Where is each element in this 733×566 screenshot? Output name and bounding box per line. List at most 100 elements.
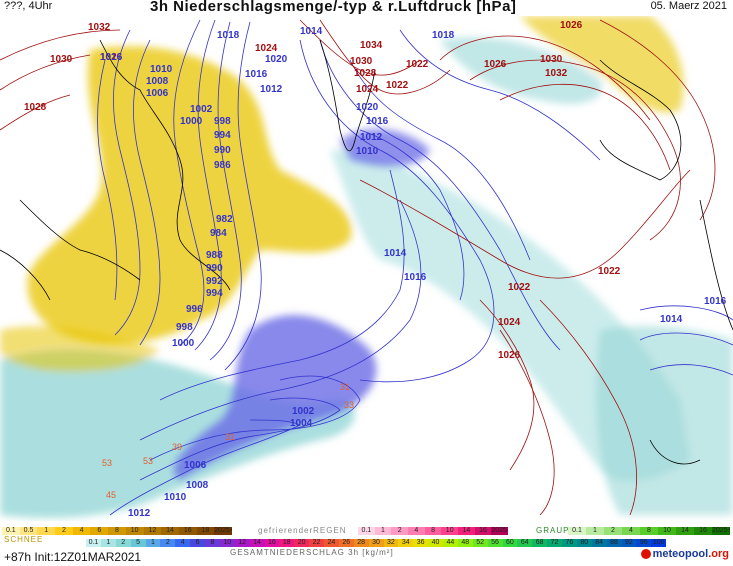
isobar-label: 1002 (292, 406, 315, 417)
snow-area-canada (27, 46, 352, 344)
title-bar: ???, 4Uhr 3h Niederschlagsmenge/-typ & r… (0, 0, 733, 16)
legend-graupel-scale: 0.1 1 2 4 8 10 14 16 2025+ (568, 527, 730, 535)
legend-cell: 16 (178, 527, 197, 535)
snow-area-south (0, 326, 160, 372)
legend-cell: 36 (413, 539, 429, 547)
legend-snow-scale: 0.1 0.5 1 2 4 6 8 10 12 14 16 18 2025+ (2, 527, 232, 535)
logo-suffix: .org (708, 548, 729, 560)
weather-map: 1032103010281018101610241020101410341018… (0, 16, 733, 521)
isobar-label: 1022 (386, 80, 409, 91)
legend-cell: 96 (636, 539, 652, 547)
legend-cell: 2025+ (491, 527, 509, 535)
legend-total-scale: 0.1 1 2 5 1 2 4 6 8 10 12 14 16 18 20 22 24 26 28 30 32 34 36 4… (86, 539, 667, 547)
legend-cell: 2 (55, 527, 73, 535)
logo-dot-icon (640, 549, 651, 560)
isobar-label: 1032 (545, 68, 568, 79)
precip-amount-label: 53 (143, 456, 153, 466)
isobar-label: 1012 (360, 132, 383, 143)
legend-cell: 12 (143, 527, 162, 535)
legend-cell: 4 (72, 527, 91, 535)
precip-fields (0, 16, 733, 518)
isobar-label: 982 (216, 214, 233, 225)
isobars-high (0, 19, 716, 516)
isobar-label: 1020 (356, 102, 379, 113)
isobar-label: 1002 (190, 104, 213, 115)
legend-cell: 22 (309, 539, 324, 547)
legend-cell: 1 (100, 539, 116, 547)
legend-cell: 8 (640, 527, 658, 535)
legend-cell: 2025+ (712, 527, 730, 535)
legend-cell: 4 (408, 527, 425, 535)
legend-cell: 0.1 (2, 527, 20, 535)
legend-cell: 1 (37, 527, 56, 535)
meteopool-logo[interactable]: meteopool.org (640, 548, 729, 560)
isobar-label: 1010 (356, 146, 379, 157)
legend-cell: 6 (90, 527, 109, 535)
forecast-time-label: ???, 4Uhr (4, 0, 53, 12)
legend-cell: 20 (294, 539, 310, 547)
precip-amount-label: 53 (102, 458, 112, 468)
legend-cell: 1 (586, 527, 604, 535)
legend-cell: 100 (651, 539, 667, 547)
precip-amount-label: 45 (106, 490, 116, 500)
isobar-label: 992 (206, 276, 223, 287)
isobar-label: 1006 (184, 460, 207, 471)
isobar-label: 1024 (356, 84, 379, 95)
legend-cell: 76 (562, 539, 577, 547)
isobar-label: 1016 (704, 296, 727, 307)
isobar-label: 1022 (406, 59, 429, 70)
legend-cell: 2 (160, 539, 176, 547)
legend-snow-title: SCHNEE (4, 535, 44, 544)
isobar-label: 1024 (498, 317, 521, 328)
legend-cell: 6 (190, 539, 205, 547)
legend-cell: 10 (125, 527, 144, 535)
isobar-label: 996 (186, 304, 203, 315)
legend-cell: 14 (458, 527, 475, 535)
legend-cell: 80 (576, 539, 592, 547)
isobar-label: 988 (206, 250, 223, 261)
map-title: 3h Niederschlagsmenge/-typ & r.Luftdruck… (150, 0, 517, 15)
isobar-label: 1008 (146, 76, 169, 87)
legend-cell: 88 (606, 539, 622, 547)
legend-cell: 4 (175, 539, 191, 547)
isobar-label: 1026 (498, 350, 521, 361)
isobar-label: 1014 (384, 248, 407, 259)
legend-cell: 18 (279, 539, 295, 547)
precip-labels: 31 53 53 39 31 45 33 (102, 382, 354, 500)
legend-graupel-title: GRAUPEL (536, 526, 582, 535)
legend-cell: 44 (443, 539, 458, 547)
legend-cell: 16 (264, 539, 280, 547)
snow-area-arctic (520, 16, 684, 113)
legend-cell: 0.1 (568, 527, 586, 535)
isobar-label: 1010 (164, 492, 187, 503)
legend-cell: 10 (219, 539, 235, 547)
legend-cell: 68 (532, 539, 548, 547)
legend-cell: 8 (205, 539, 220, 547)
isobar-label: 1008 (186, 480, 209, 491)
legend-cell: 40 (428, 539, 443, 547)
precip-amount-label: 31 (340, 382, 350, 392)
legend-cell: 14 (676, 527, 694, 535)
legend-cell: 26 (338, 539, 354, 547)
isobar-label: 1014 (300, 26, 323, 37)
legend-freezing-title: gefrierenderREGEN (258, 526, 347, 535)
precip-amount-label: 31 (225, 432, 235, 442)
legend-cell: 48 (457, 539, 473, 547)
coastlines (0, 39, 733, 465)
isobars-low (97, 19, 733, 516)
legend-cell: 14 (249, 539, 265, 547)
legend-cell: 2 (604, 527, 622, 535)
isobar-label: 1000 (180, 116, 203, 127)
isobar-label: 1016 (245, 69, 268, 80)
isobar-label: 1030 (540, 54, 563, 65)
legend-cell: 92 (621, 539, 637, 547)
rain-area-east (596, 325, 733, 515)
isobar-label: 994 (214, 130, 231, 141)
isobar-label: 1016 (100, 52, 123, 63)
legend-cell: 28 (353, 539, 369, 547)
isobar-label: 1012 (260, 84, 283, 95)
legend-cell: 64 (517, 539, 533, 547)
isobar-label: 1006 (146, 88, 169, 99)
isobar-label: 1034 (360, 40, 383, 51)
